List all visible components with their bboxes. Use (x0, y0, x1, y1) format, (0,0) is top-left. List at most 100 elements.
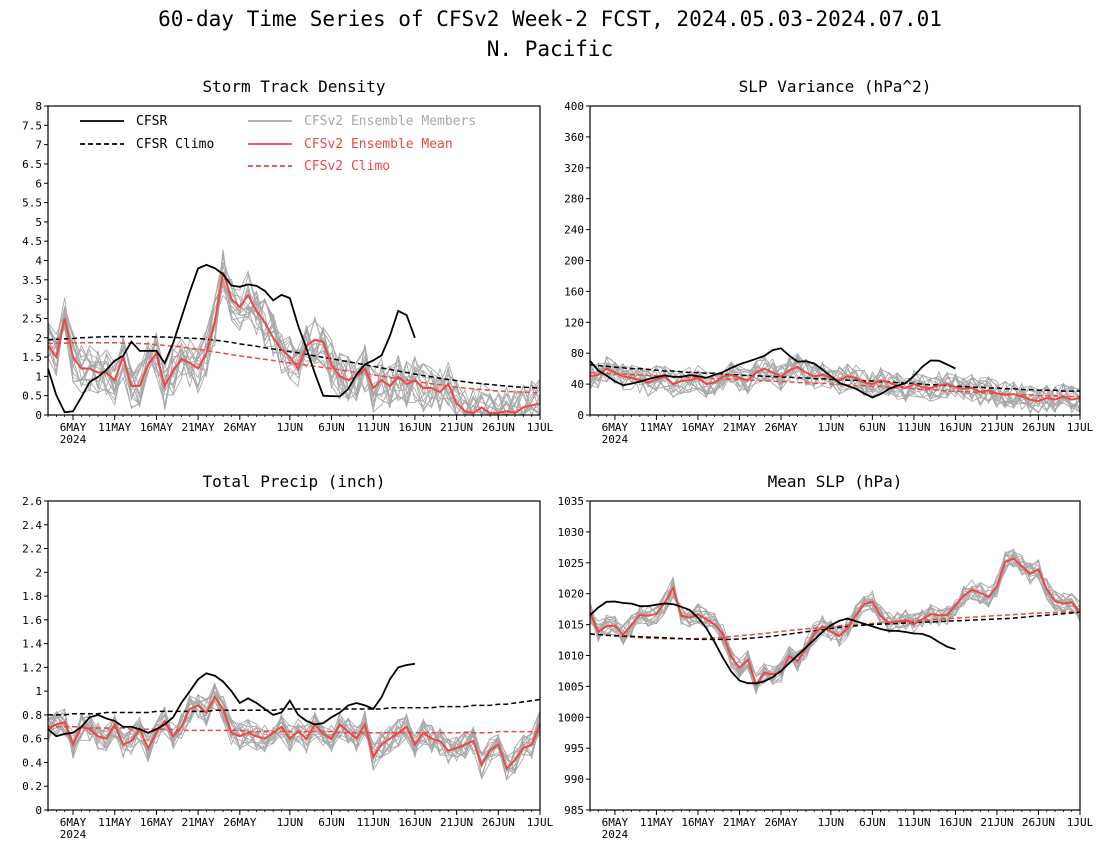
x-tick-label: 11MAY (640, 421, 673, 434)
ensemble-member-line (47, 693, 541, 773)
y-tick-label: 360 (564, 131, 584, 144)
y-tick-label: 2.5 (22, 312, 42, 325)
y-tick-label: 160 (564, 285, 584, 298)
cfsr-climo-line (47, 335, 541, 389)
ensemble-member-line (589, 361, 1081, 409)
x-tick-label: 1JUL (1067, 816, 1094, 829)
legend: CFSR CFSR Climo CFSv2 Ensemble Members CFSv… (80, 114, 476, 174)
ensemble-mean-line (589, 557, 1081, 687)
y-tick-label: 0 (35, 409, 42, 422)
panel-storm-track-density: Storm Track Density 0 0.5 1 1.5 2 2.5 3 3.5 4 4.5 5… (22, 77, 553, 446)
y-tick-label: 4.5 (22, 235, 42, 248)
y-tick-label: 1000 (558, 711, 585, 724)
ensemble-members (589, 352, 1081, 415)
x-year-label: 2024 (602, 433, 629, 446)
x-tick-label: 11JUN (357, 816, 390, 829)
x-tick-label: 16JUN (398, 421, 431, 434)
x-tick-label: 11MAY (98, 421, 131, 434)
x-tick-label: 26MAY (764, 816, 797, 829)
y-tick-label: 1.6 (22, 614, 42, 627)
x-tick-label: 21MAY (723, 421, 756, 434)
x-tick-label: 11JUN (357, 421, 390, 434)
x-tick-label: 1JUL (1067, 421, 1094, 434)
x-tick-label: 1JUN (818, 816, 845, 829)
x-tick-label: 1JUN (277, 816, 304, 829)
x-year-label: 2024 (60, 433, 87, 446)
x-tick-label: 21MAY (182, 421, 215, 434)
y-tick-label: 0 (35, 804, 42, 817)
y-tick-label: 1.2 (22, 661, 42, 674)
x-tick-label: 11MAY (98, 816, 131, 829)
y-tick-label: 6 (35, 177, 42, 190)
y-tick-label: 5 (35, 216, 42, 229)
y-tick-label: 1005 (558, 680, 585, 693)
cfsr-line (47, 662, 416, 738)
y-tick-label: 1030 (558, 526, 585, 539)
legend-cfsr: CFSR (80, 114, 167, 129)
x-tick-label: 6JUN (859, 816, 886, 829)
plot-frame (47, 500, 541, 811)
ensemble-member-line (589, 548, 1081, 692)
y-tick-label: 4 (35, 255, 42, 268)
ensemble-member-line (47, 694, 541, 776)
ensemble-members (589, 548, 1081, 696)
y-tick-label: 0.8 (22, 709, 42, 722)
ensemble-member-line (47, 265, 541, 417)
ensemble-member-line (589, 551, 1081, 688)
x-tick-label: 16MAY (140, 421, 173, 434)
y-tick-label: 0.2 (22, 780, 42, 793)
x-tick-label: 26MAY (223, 421, 256, 434)
x-tick-label: 6MAY (60, 421, 87, 434)
cfsv2-climo-line (48, 726, 540, 734)
y-tick-label: 1035 (558, 495, 585, 508)
y-tick-label: 320 (564, 162, 584, 175)
y-tick-label: 40 (571, 378, 584, 391)
y-tick-label: 3.5 (22, 274, 42, 287)
y-tick-label: 280 (564, 193, 584, 206)
x-tick-label: 21MAY (723, 816, 756, 829)
legend-label: CFSR Climo (136, 137, 214, 152)
y-tick-label: 240 (564, 224, 584, 237)
ensemble-member-line (47, 249, 541, 417)
y-tick-label: 400 (564, 100, 584, 113)
ensemble-member-line (47, 279, 541, 417)
x-tick-label: 21JUN (980, 816, 1013, 829)
x-year-label: 2024 (60, 828, 87, 841)
x-tick-label: 1JUN (818, 421, 845, 434)
panel-title: Storm Track Density (202, 77, 385, 96)
x-tick-label: 1JUL (527, 816, 554, 829)
legend-label: CFSv2 Ensemble Mean (304, 137, 453, 152)
cfsr-climo-line (589, 364, 1080, 392)
x-tick-label: 6MAY (60, 816, 87, 829)
legend-ensemble-members: CFSv2 Ensemble Members (248, 114, 476, 129)
y-tick-label: 0.6 (22, 733, 42, 746)
plot-frame (589, 500, 1081, 811)
legend-cfsv2-climo: CFSv2 Climo (248, 159, 390, 174)
legend-cfsr-climo: CFSR Climo (80, 137, 214, 152)
panel-title: Total Precip (inch) (202, 472, 385, 491)
x-tick-label: 21JUN (980, 421, 1013, 434)
y-tick-label: 2 (35, 566, 42, 579)
x-tick-label: 26MAY (764, 421, 797, 434)
y-tick-label: 1010 (558, 650, 585, 663)
ensemble-member-line (47, 698, 541, 780)
legend-label: CFSR (136, 114, 167, 129)
x-tick-label: 21JUN (440, 816, 473, 829)
panel-slp-variance-hpa-2: SLP Variance (hPa^2) 0 40 80 120 160 200 240 280… (564, 77, 1093, 446)
x-tick-label: 16JUN (398, 816, 431, 829)
y-tick-label: 80 (571, 347, 584, 360)
ensemble-member-line (589, 553, 1081, 690)
x-tick-label: 6JUN (859, 421, 886, 434)
ensemble-member-line (47, 251, 540, 416)
y-tick-label: 7.5 (22, 119, 42, 132)
ensemble-member-line (47, 281, 541, 417)
y-tick-label: 0 (577, 409, 584, 422)
ensemble-member-line (589, 356, 1081, 412)
x-tick-label: 1JUN (277, 421, 304, 434)
y-tick-label: 1.4 (22, 638, 42, 651)
y-tick-label: 0.5 (22, 390, 42, 403)
y-tick-label: 7 (35, 139, 42, 152)
cfsr-line (589, 600, 956, 685)
x-tick-label: 26JUN (1022, 816, 1055, 829)
x-tick-label: 11JUN (897, 816, 930, 829)
